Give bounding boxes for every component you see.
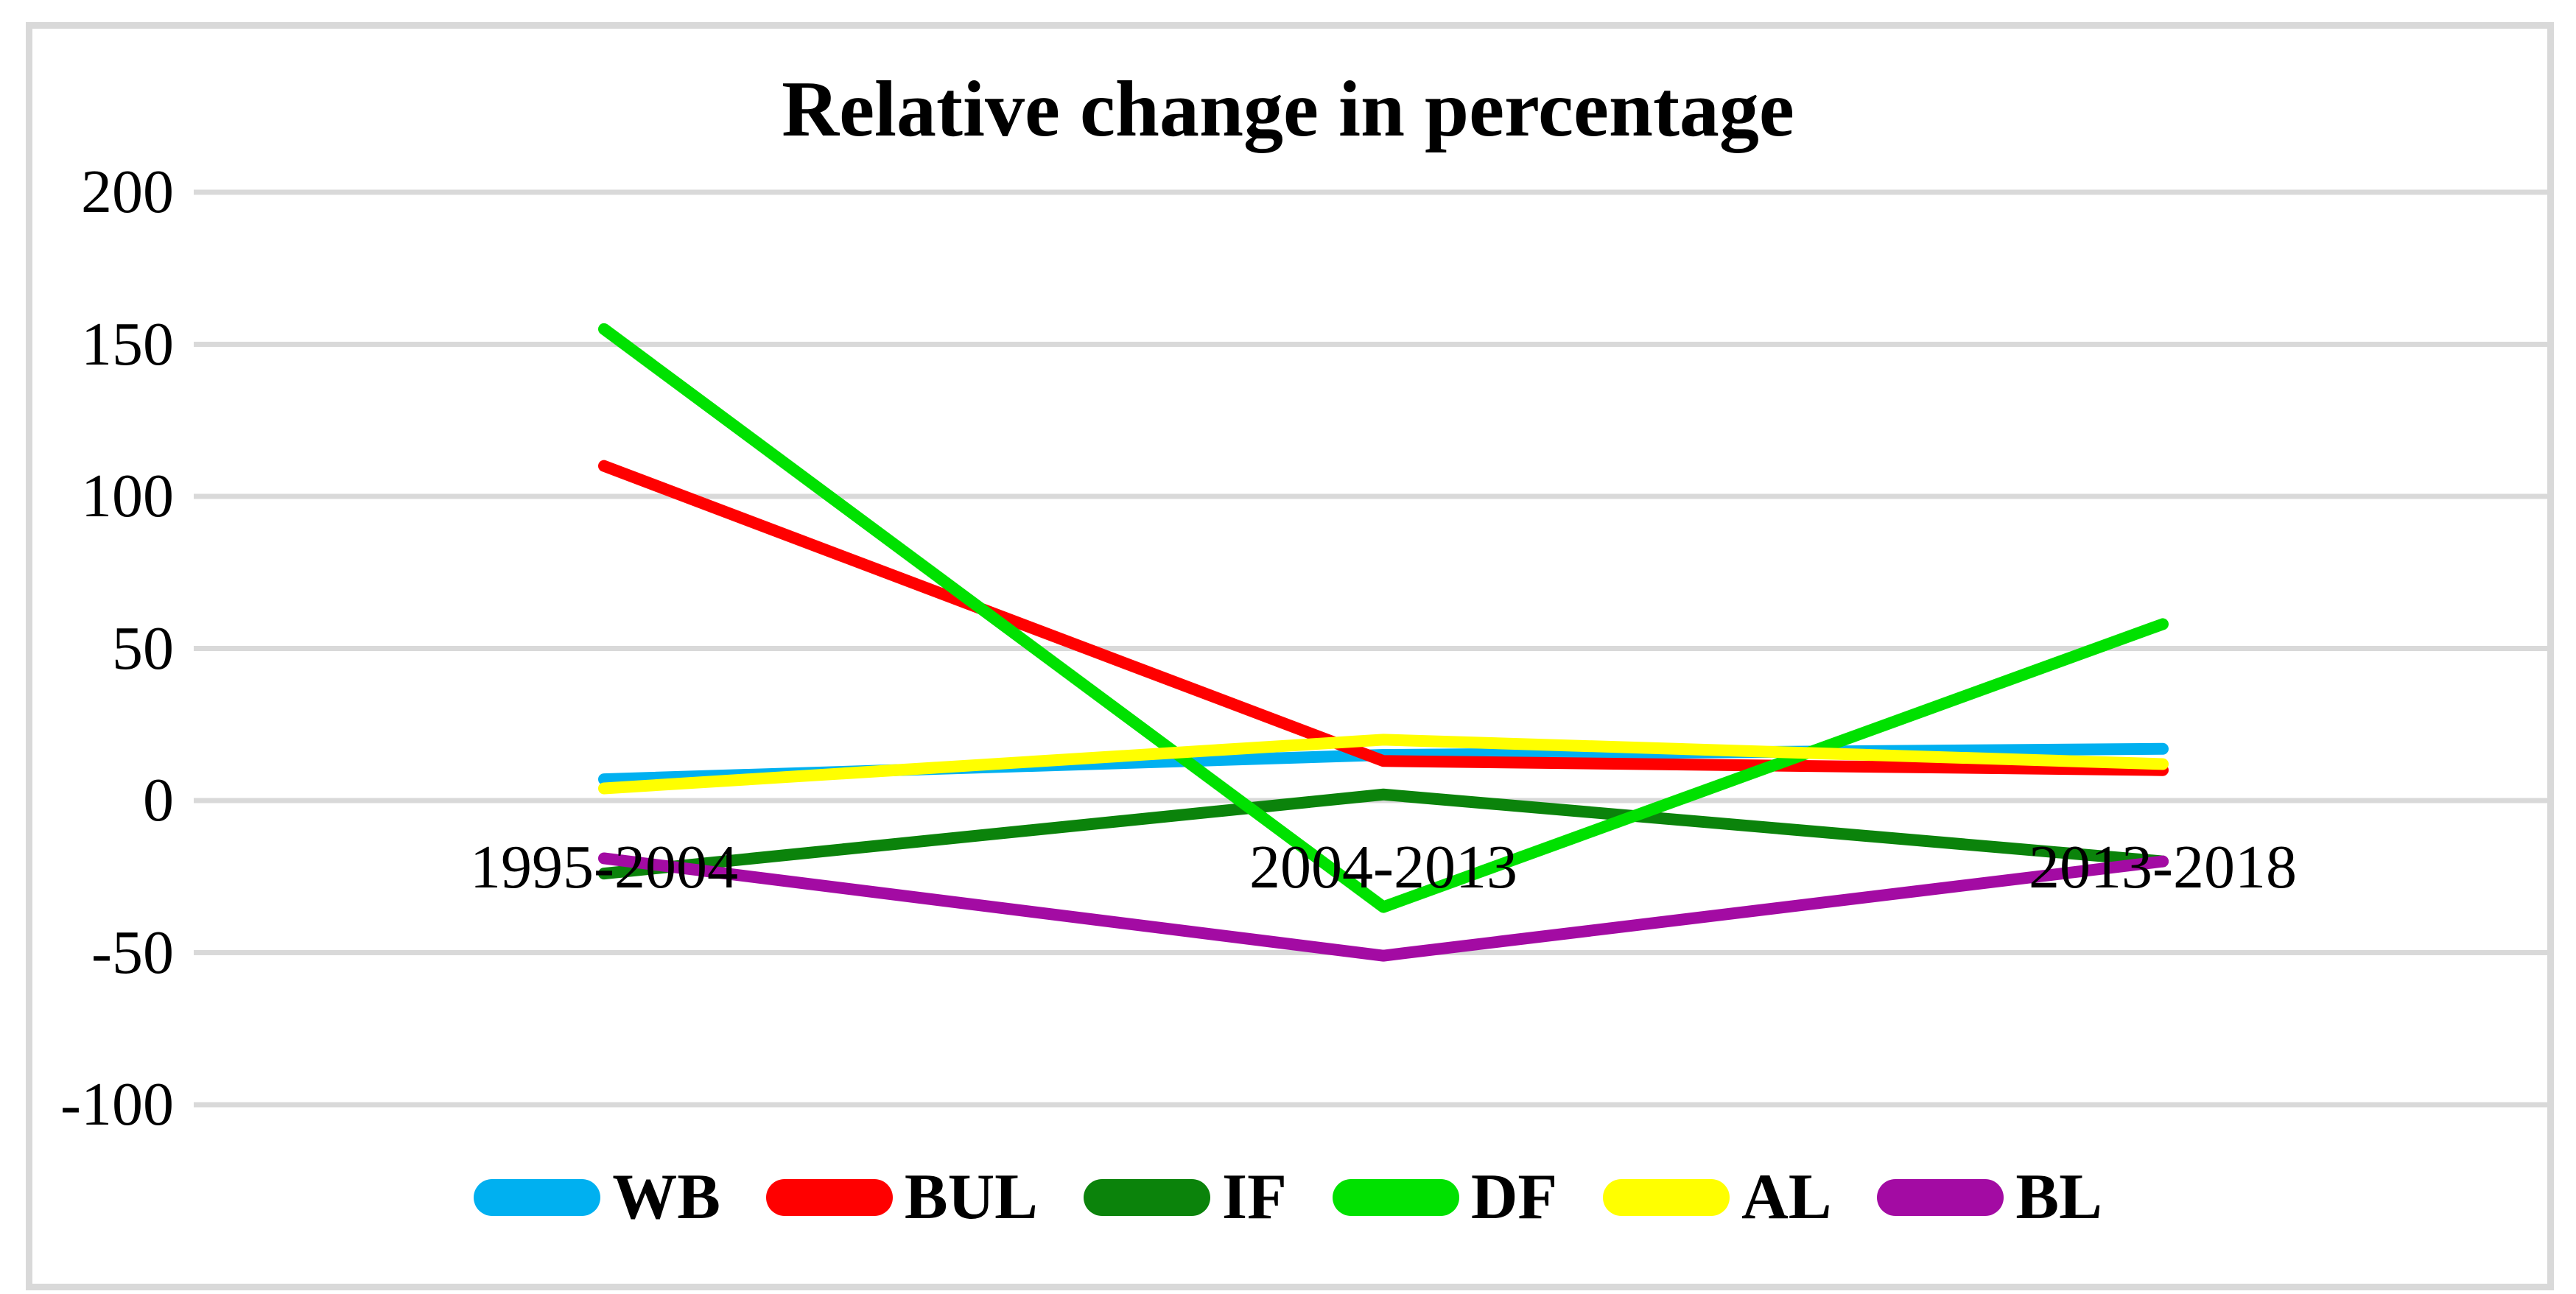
- y-axis-tick-label: 150: [81, 309, 174, 379]
- legend-swatch-icon: [474, 1179, 601, 1216]
- legend-swatch-icon: [1083, 1179, 1210, 1216]
- y-axis-tick-label: -50: [91, 918, 174, 987]
- y-axis-tick-label: 100: [81, 462, 174, 530]
- y-axis-tick-label: 50: [112, 613, 174, 683]
- legend-item-bl: BL: [1877, 1165, 2102, 1230]
- x-axis-label: 2004-2013: [1249, 833, 1517, 901]
- x-axis-label: 1995-2004: [470, 833, 738, 901]
- series-line-if: [598, 788, 2169, 880]
- legend-swatch-icon: [1877, 1179, 2004, 1216]
- series-line-bl: [598, 852, 2169, 962]
- legend-item-df: DF: [1332, 1161, 1558, 1233]
- chart-frame: [26, 22, 2554, 1290]
- legend-item-wb: WB: [474, 1165, 720, 1230]
- legend: WB BUL IF DF AL BL: [0, 1165, 2576, 1230]
- legend-swatch-icon: [1332, 1179, 1459, 1216]
- y-axis-tick-label: 0: [143, 766, 174, 834]
- legend-swatch-icon: [1603, 1179, 1730, 1216]
- y-axis-tick-label: 200: [81, 158, 174, 226]
- legend-swatch-icon: [765, 1179, 893, 1216]
- legend-item-al: AL: [1603, 1165, 1831, 1230]
- x-axis-label: 2013-2018: [2029, 833, 2297, 901]
- legend-label: AL: [1741, 1161, 1832, 1233]
- legend-label: IF: [1221, 1161, 1287, 1233]
- series-line-bul: [598, 460, 2169, 776]
- series-line-df: [598, 323, 2169, 913]
- y-axis-tick-label: -100: [60, 1070, 174, 1139]
- legend-label: BUL: [904, 1161, 1038, 1233]
- legend-label: BL: [2015, 1161, 2102, 1233]
- legend-label: WB: [612, 1161, 720, 1233]
- legend-label: DF: [1470, 1161, 1558, 1233]
- chart-title: Relative change in percentage: [782, 66, 1794, 153]
- legend-item-if: IF: [1083, 1161, 1287, 1233]
- series-line-al: [598, 734, 2169, 795]
- legend-item-bul: BUL: [765, 1161, 1038, 1233]
